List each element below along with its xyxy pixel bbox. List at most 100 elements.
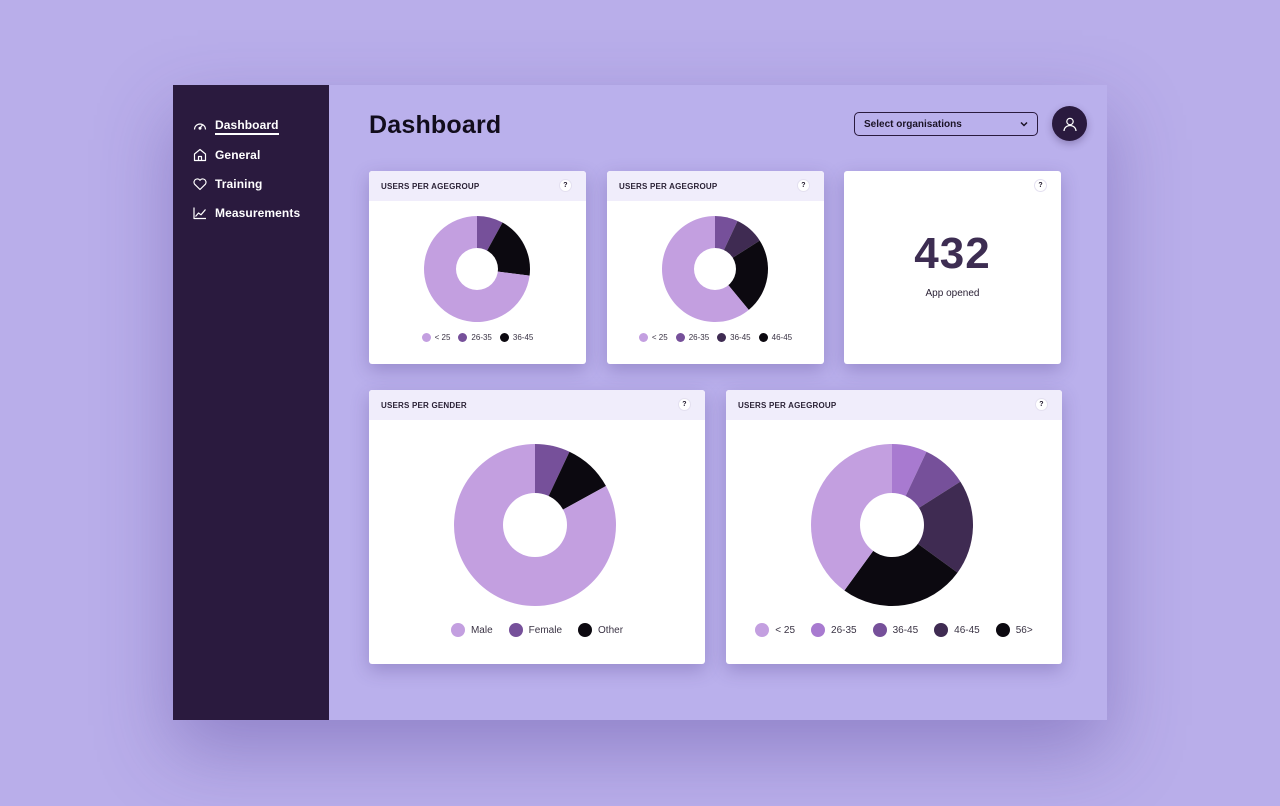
card-title: USERS PER AGEGROUP ?	[369, 171, 586, 201]
legend-swatch	[508, 623, 523, 637]
legend-label: 46-45	[954, 624, 980, 636]
legend-label: < 25	[775, 624, 796, 636]
legend-swatch	[421, 333, 431, 342]
legend-swatch	[578, 623, 593, 637]
sidebar-item-dashboard[interactable]: Dashboard	[192, 116, 279, 136]
legend-label: 46-45	[771, 333, 793, 342]
legend-label: 26-35	[688, 333, 710, 342]
legend-item-25: < 25	[638, 333, 668, 342]
legend-swatch	[499, 333, 509, 342]
users-per-agegroup-card: USERS PER AGEGROUP ? < 25 26-35 36-45 46-45…	[726, 390, 1062, 664]
legend-label: 26-35	[471, 333, 492, 342]
slice-46-45	[892, 481, 973, 573]
avatar[interactable]	[1052, 106, 1087, 141]
user-icon	[1061, 115, 1079, 133]
sidebar-item-label: Dashboard	[215, 118, 279, 135]
legend-item-25: < 25	[755, 623, 795, 637]
legend-item-46-45: 46-45	[934, 623, 980, 637]
legend-item-36-45: 36-45	[499, 333, 534, 342]
card-title-text: USERS PER AGEGROUP	[738, 400, 837, 410]
organisation-select-value: Select organisations	[864, 118, 962, 130]
sidebar-item-label: Measurements	[215, 206, 301, 220]
legend-swatch	[450, 623, 465, 637]
chart-legend: < 25 26-35 36-45	[369, 333, 586, 342]
legend-label: 56>	[1015, 624, 1033, 636]
legend-item-25: < 25	[421, 333, 451, 342]
help-button[interactable]: ?	[797, 179, 810, 192]
legend-label: Male	[470, 624, 493, 636]
card-title-text: USERS PER GENDER	[381, 400, 467, 410]
sidebar-item-general[interactable]: General	[192, 145, 260, 165]
gauge-icon	[192, 118, 208, 134]
app-window: Dashboard General Training	[173, 85, 1107, 720]
app-opened-card: ? 432 App opened	[844, 171, 1061, 364]
donut-hole	[860, 493, 924, 557]
slice-25	[811, 444, 892, 591]
gender-donut-chart	[454, 444, 616, 606]
organisation-select[interactable]: Select organisations	[854, 112, 1038, 136]
legend-swatch	[458, 333, 468, 342]
legend-label: 36-45	[892, 624, 919, 636]
legend-label: 26-35	[831, 624, 857, 636]
legend-label: 36-45	[730, 333, 751, 342]
home-icon	[192, 147, 208, 163]
help-button[interactable]: ?	[1034, 179, 1047, 192]
legend-swatch	[872, 623, 887, 637]
card-title: USERS PER AGEGROUP ?	[726, 390, 1062, 420]
legend-label: < 25	[651, 333, 668, 342]
sidebar-item-label: Training	[215, 177, 263, 191]
metric-value: 432	[914, 229, 991, 278]
legend-label: < 25	[434, 333, 451, 342]
legend-swatch	[717, 333, 727, 342]
chevron-down-icon	[1019, 119, 1029, 129]
legend-item-36-45: 36-45	[717, 333, 751, 342]
heart-icon	[192, 176, 208, 192]
sidebar: Dashboard General Training	[173, 85, 329, 720]
legend-swatch	[934, 623, 949, 637]
legend-item-female: Female	[508, 623, 563, 637]
legend-item-other: Other	[578, 623, 623, 637]
sidebar-item-label: General	[215, 148, 261, 162]
legend-swatch	[638, 333, 648, 342]
help-button[interactable]: ?	[559, 179, 572, 192]
agegroup-donut-chart	[424, 216, 530, 322]
chart-legend: Male Female Other	[369, 623, 705, 637]
legend-swatch	[758, 333, 768, 342]
card-title-text: USERS PER AGEGROUP	[619, 181, 718, 191]
legend-item-26-35: 26-35	[458, 333, 492, 342]
legend-swatch	[755, 623, 770, 637]
legend-item-36-45: 36-45	[872, 623, 919, 637]
card-title: USERS PER AGEGROUP ?	[607, 171, 824, 201]
legend-item-26-35: 26-35	[675, 333, 710, 342]
users-per-agegroup-card: USERS PER AGEGROUP ? < 25 26-35 36-45	[369, 171, 586, 364]
slice-56	[844, 525, 958, 606]
users-per-agegroup-card: USERS PER AGEGROUP ? < 25 26-35 36-45 46-45	[607, 171, 824, 364]
card-title-text: USERS PER AGEGROUP	[381, 181, 480, 191]
legend-swatch	[811, 623, 826, 637]
legend-item-male: Male	[450, 623, 493, 637]
donut-hole	[694, 248, 736, 290]
legend-item-26-35: 26-35	[811, 623, 857, 637]
chart-legend: < 25 26-35 36-45 46-45 56>	[726, 623, 1062, 637]
legend-swatch	[675, 333, 685, 342]
legend-label: Female	[528, 624, 563, 636]
donut-hole	[456, 248, 498, 290]
legend-label: Other	[598, 624, 624, 636]
help-button[interactable]: ?	[678, 398, 691, 411]
donut-hole	[503, 493, 567, 557]
legend-label: 36-45	[512, 333, 534, 342]
legend-item-56: 56>	[995, 623, 1033, 637]
card-title: USERS PER GENDER ?	[369, 390, 705, 420]
chart-legend: < 25 26-35 36-45 46-45	[607, 333, 824, 342]
legend-swatch	[995, 623, 1010, 637]
sidebar-item-training[interactable]: Training	[192, 174, 262, 194]
agegroup-donut-chart	[811, 444, 973, 606]
page-title: Dashboard	[369, 111, 502, 139]
agegroup-donut-chart	[662, 216, 768, 322]
users-per-gender-card: USERS PER GENDER ? Male Female Other	[369, 390, 705, 664]
help-button[interactable]: ?	[1035, 398, 1048, 411]
slice-46-45	[715, 240, 768, 310]
sidebar-item-measurements[interactable]: Measurements	[192, 203, 300, 223]
legend-item-46-45: 46-45	[758, 333, 793, 342]
line-chart-icon	[192, 205, 208, 221]
